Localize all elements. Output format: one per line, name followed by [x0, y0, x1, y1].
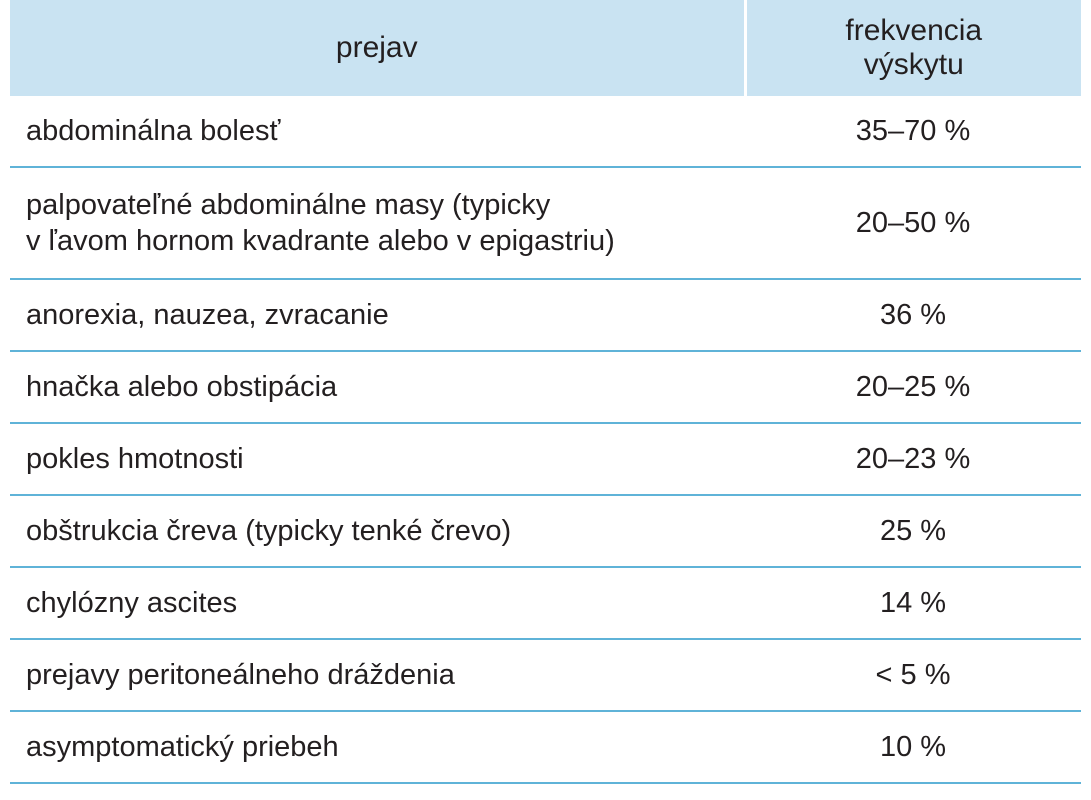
symptom-text-line1: palpovateľné abdominálne masy (typicky [26, 189, 551, 221]
row-symptom: hnačka alebo obstipácia [10, 351, 745, 424]
row-symptom: prejavy peritoneálneho dráždenia [10, 639, 745, 712]
row-frequency: 36 % [745, 279, 1081, 352]
row-frequency: 14 % [745, 567, 1081, 640]
row-frequency: 20–50 % [745, 167, 1081, 280]
symptom-frequency-table-container: prejav frekvencia výskytu abdominálna bo… [10, 0, 1081, 800]
header-frekvencia: frekvencia výskytu [745, 0, 1081, 96]
row-frequency: 25 % [745, 495, 1081, 568]
row-symptom: abdominálna bolesť [10, 96, 745, 168]
row-symptom: palpovateľné abdominálne masy (typicky v… [10, 167, 745, 280]
symptom-text: hnačka alebo obstipácia [26, 371, 338, 403]
symptom-text: pokles hmotnosti [26, 443, 244, 475]
row-frequency: 10 % [745, 711, 1081, 784]
symptom-frequency-table: prejav frekvencia výskytu abdominálna bo… [10, 0, 1081, 784]
table-row: prejavy peritoneálneho dráždenia < 5 % [10, 639, 1081, 712]
row-symptom: asymptomatický priebeh [10, 711, 745, 784]
table-header-row: prejav frekvencia výskytu [10, 0, 1081, 96]
row-frequency: 20–25 % [745, 351, 1081, 424]
row-symptom: pokles hmotnosti [10, 423, 745, 496]
symptom-text-line2: v ľavom hornom kvadrante alebo v epigast… [26, 225, 615, 257]
symptom-text: chylózny ascites [26, 587, 238, 619]
table-row: pokles hmotnosti 20–23 % [10, 423, 1081, 496]
symptom-text: obštrukcia čreva (typicky tenké črevo) [26, 515, 512, 547]
symptom-text: anorexia, nauzea, zvracanie [26, 299, 389, 331]
header-frekvencia-line2: výskytu [863, 48, 964, 81]
table-row: abdominálna bolesť 35–70 % [10, 96, 1081, 168]
header-frekvencia-line1: frekvencia [845, 14, 983, 47]
row-symptom: anorexia, nauzea, zvracanie [10, 279, 745, 352]
symptom-text: abdominálna bolesť [26, 115, 281, 147]
row-frequency: 35–70 % [745, 96, 1081, 168]
row-symptom: chylózny ascites [10, 567, 745, 640]
table-row: chylózny ascites 14 % [10, 567, 1081, 640]
row-symptom: obštrukcia čreva (typicky tenké črevo) [10, 495, 745, 568]
table-row: asymptomatický priebeh 10 % [10, 711, 1081, 784]
table-row: anorexia, nauzea, zvracanie 36 % [10, 279, 1081, 352]
table-row: palpovateľné abdominálne masy (typicky v… [10, 167, 1081, 280]
table-row: obštrukcia čreva (typicky tenké črevo) 2… [10, 495, 1081, 568]
row-frequency: 20–23 % [745, 423, 1081, 496]
symptom-text: asymptomatický priebeh [26, 731, 339, 763]
table-row: hnačka alebo obstipácia 20–25 % [10, 351, 1081, 424]
row-frequency: < 5 % [745, 639, 1081, 712]
symptom-text: prejavy peritoneálneho dráždenia [26, 659, 455, 691]
header-prejav: prejav [10, 0, 747, 96]
